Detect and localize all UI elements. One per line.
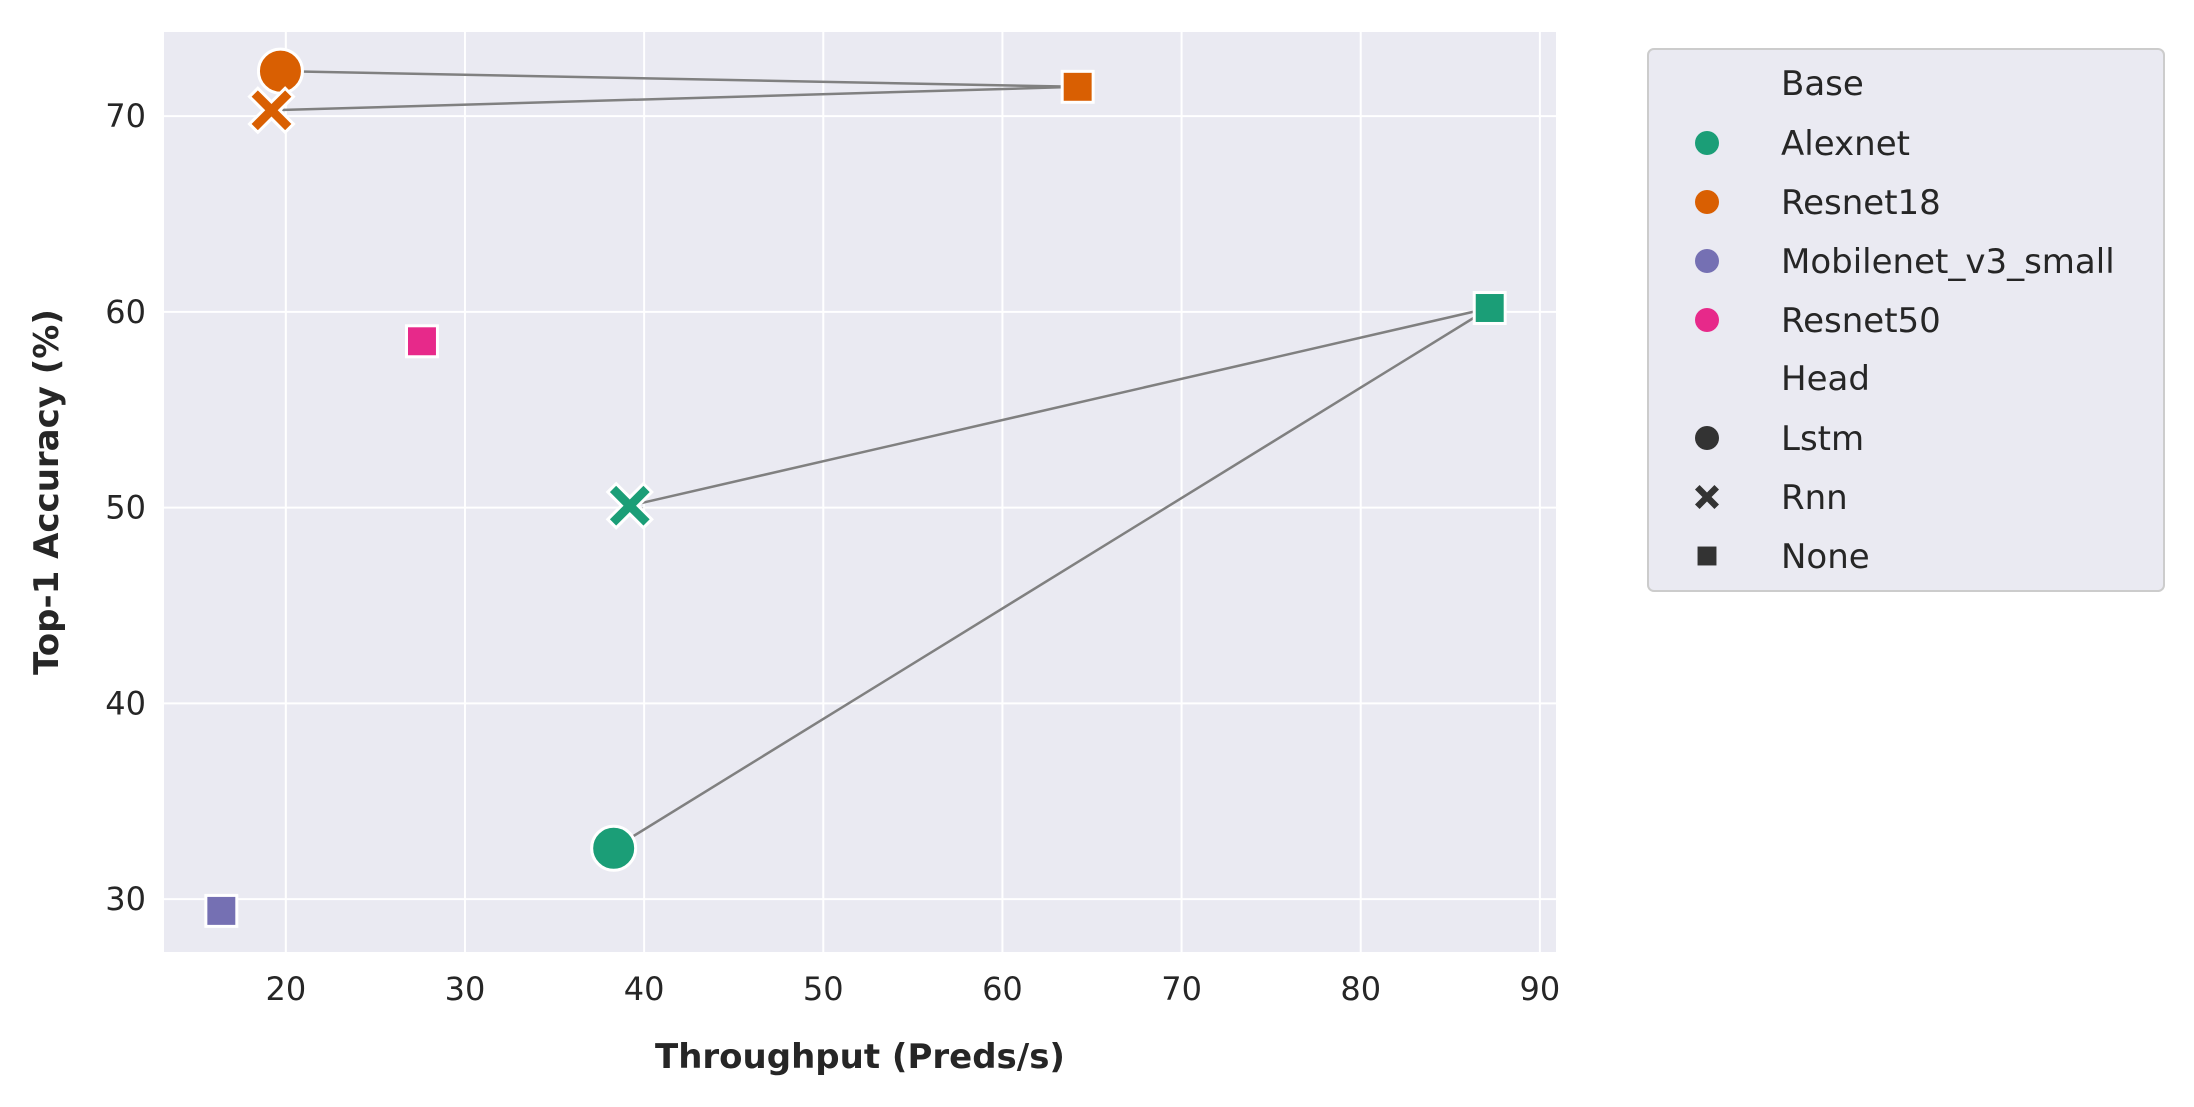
plot-area [164,32,1556,952]
legend-swatch-mobilenet-v3-small [1695,249,1719,273]
legend-head-title: Head [1781,359,1870,399]
grid-lines [164,32,1556,952]
y-tick-label: 30 [105,880,146,918]
arrow [280,71,1078,89]
x-tick-label: 40 [624,970,665,1008]
y-tick-label: 60 [105,293,146,331]
point-resnet50-none [404,324,439,359]
arrow [614,306,1491,848]
legend-label-resnet18: Resnet18 [1781,183,1941,223]
x-tick-label: 90 [1520,970,1561,1008]
y-tick-label: 50 [105,489,146,527]
point-alexnet-lstm [590,824,638,872]
arrow [271,85,1078,110]
legend: Base Alexnet Resnet18 Mobilenet_v3_small Re… [1647,48,2165,592]
x-axis-ticks: 20 30 40 50 60 70 80 90 [265,970,1560,1008]
arrows [271,71,1491,848]
y-tick-label: 70 [105,97,146,135]
legend-marker-lstm [1695,426,1719,450]
legend-swatch-alexnet [1695,131,1719,155]
y-tick-label: 40 [105,684,146,722]
legend-marker-none [1697,546,1717,566]
legend-base-title: Base [1781,64,1864,104]
data-points [204,47,1507,928]
legend-frame [1647,48,2165,592]
legend-label-lstm: Lstm [1781,419,1864,459]
y-axis-ticks: 30 40 50 60 70 [105,97,146,918]
point-alexnet-none [1472,291,1507,325]
legend-swatch-resnet18 [1695,190,1719,214]
legend-label-alexnet: Alexnet [1781,124,1910,164]
point-resnet18-rnn [247,86,296,135]
x-tick-label: 70 [1161,970,1202,1008]
x-tick-label: 50 [803,970,844,1008]
x-tick-label: 60 [982,970,1023,1008]
legend-label-mobilenet-v3-small: Mobilenet_v3_small [1781,242,2115,282]
legend-label-resnet50: Resnet50 [1781,301,1941,341]
x-tick-label: 30 [445,970,486,1008]
x-tick-label: 80 [1340,970,1381,1008]
x-tick-label: 20 [265,970,306,1008]
legend-swatch-resnet50 [1695,308,1719,332]
point-resnet18-lstm [256,47,304,95]
legend-marker-rnn [1695,485,1719,509]
point-alexnet-rnn [605,481,654,530]
arrow [630,306,1490,506]
legend-label-none: None [1781,537,1870,577]
point-mobilenet-v3-small-none [204,893,239,928]
point-resnet18-none [1060,69,1095,104]
legend-label-rnn: Rnn [1781,478,1848,518]
legend-base-items: Alexnet Resnet18 Mobilenet_v3_small Resnet5… [1695,124,2115,341]
y-axis-label: Top-1 Accuracy (%) [27,309,67,675]
legend-head-items: Lstm Rnn None [1695,419,1870,577]
x-axis-label: Throughput (Preds/s) [655,1037,1065,1077]
